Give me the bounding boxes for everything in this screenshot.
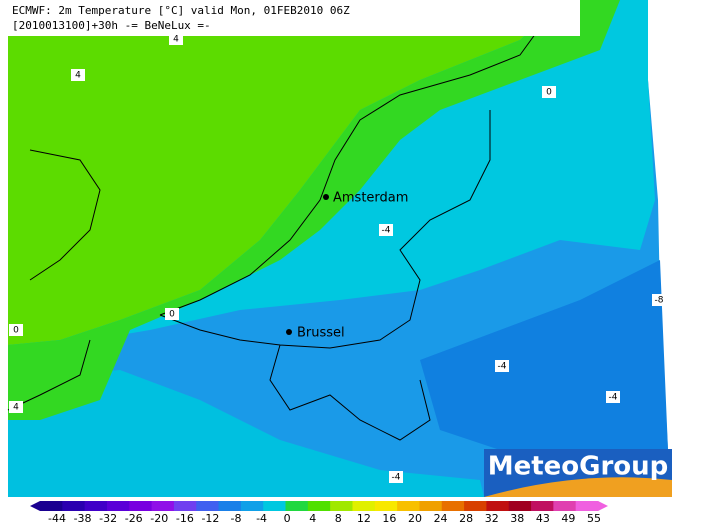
colorbar-label: 24 — [434, 512, 448, 525]
colorbar-swatch — [129, 501, 153, 511]
contour-label-box — [606, 391, 620, 403]
colorbar-label: 16 — [382, 512, 396, 525]
contour-label: -8 — [655, 296, 664, 306]
contour-label: 4 — [75, 71, 81, 81]
colorbar-swatch — [397, 501, 420, 511]
contour-label: -4 — [392, 473, 401, 483]
colorbar-swatch — [173, 501, 197, 511]
city-label: Brussel — [297, 326, 345, 341]
colorbar-swatch — [553, 501, 577, 511]
header-line: [2010013100]+30h -= BeNeLux =- — [12, 19, 211, 32]
colorbar-label: 55 — [587, 512, 601, 525]
contour-label-box — [169, 33, 183, 45]
colorbar-swatch — [508, 501, 532, 511]
coastline — [7, 0, 561, 441]
colorbar-label: 38 — [510, 512, 524, 525]
colorbar-swatch — [40, 501, 63, 511]
contour-label: -4 — [498, 362, 507, 372]
contour-label-box — [9, 324, 23, 336]
contour-label: 0 — [169, 310, 175, 320]
logo-text: MeteoGroup — [488, 452, 669, 482]
colorbar-swatch — [464, 501, 487, 511]
colorbar-label: -32 — [99, 512, 117, 525]
contour-label: 4 — [173, 35, 179, 45]
colorbar-label: 43 — [536, 512, 550, 525]
cyan-south — [8, 370, 484, 497]
colorbar-swatch — [441, 501, 465, 511]
colorbar-label: -4 — [256, 512, 267, 525]
logo-swoosh — [484, 477, 672, 497]
colorbar-label: 4 — [309, 512, 316, 525]
colorbar-label: 20 — [408, 512, 422, 525]
contour-label-box — [9, 401, 23, 413]
colorbar-swatch — [240, 501, 264, 511]
contour-label-box — [495, 360, 509, 372]
colorbar-swatch — [285, 501, 309, 511]
colorbar-label: -20 — [150, 512, 168, 525]
colorbar-swatch — [307, 501, 331, 511]
colorbar-label: 8 — [335, 512, 342, 525]
header-box — [8, 0, 580, 36]
colorbar-swatch — [352, 501, 376, 511]
colorbar-swatch — [419, 501, 443, 511]
colorbar-label: -16 — [176, 512, 194, 525]
colorbar-swatch — [486, 501, 510, 511]
city-label: Amsterdam — [333, 191, 408, 206]
contour-label-box — [165, 308, 179, 320]
colorbar-label: 12 — [357, 512, 371, 525]
colorbar-swatch — [62, 501, 86, 511]
colorbar-swatch — [106, 501, 130, 511]
colorbar-swatch — [374, 501, 398, 511]
colorbar-label: 0 — [284, 512, 291, 525]
colorbar-label: 28 — [459, 512, 473, 525]
colorbar-label: 49 — [561, 512, 575, 525]
colorbar-label: -12 — [201, 512, 219, 525]
colorbar-label: -38 — [74, 512, 92, 525]
contour-label-box — [379, 224, 393, 236]
colorbar-swatch — [330, 501, 353, 511]
contour-label-box — [389, 471, 403, 483]
contour-label: -4 — [609, 393, 618, 403]
colorbar-swatch — [84, 501, 108, 511]
contour-label: -4 — [382, 226, 391, 236]
colorbar-end — [598, 501, 608, 511]
contour-label: 0 — [13, 326, 19, 336]
colorbar-label: -8 — [231, 512, 242, 525]
colorbar-swatch — [151, 501, 175, 511]
colorbar-swatch — [575, 501, 599, 511]
city-dot — [323, 194, 329, 200]
colorbar-label: -44 — [48, 512, 66, 525]
contour-label: 4 — [13, 403, 19, 413]
colorbar-label: 32 — [485, 512, 499, 525]
contour-label: 0 — [546, 88, 552, 98]
colorbar-swatch — [196, 501, 220, 511]
city-dot — [286, 329, 292, 335]
colorbar-swatch — [218, 501, 242, 511]
colorbar-end — [30, 501, 40, 511]
contour-label-box — [542, 86, 556, 98]
colorbar-label: -26 — [125, 512, 143, 525]
header-line: ECMWF: 2m Temperature [°C] valid Mon, 01… — [12, 4, 350, 17]
colorbar-swatch — [263, 501, 287, 511]
contour-label-box — [652, 294, 666, 306]
colorbar-swatch — [531, 501, 554, 511]
green-region — [8, 0, 560, 345]
contour-label-box — [71, 69, 85, 81]
